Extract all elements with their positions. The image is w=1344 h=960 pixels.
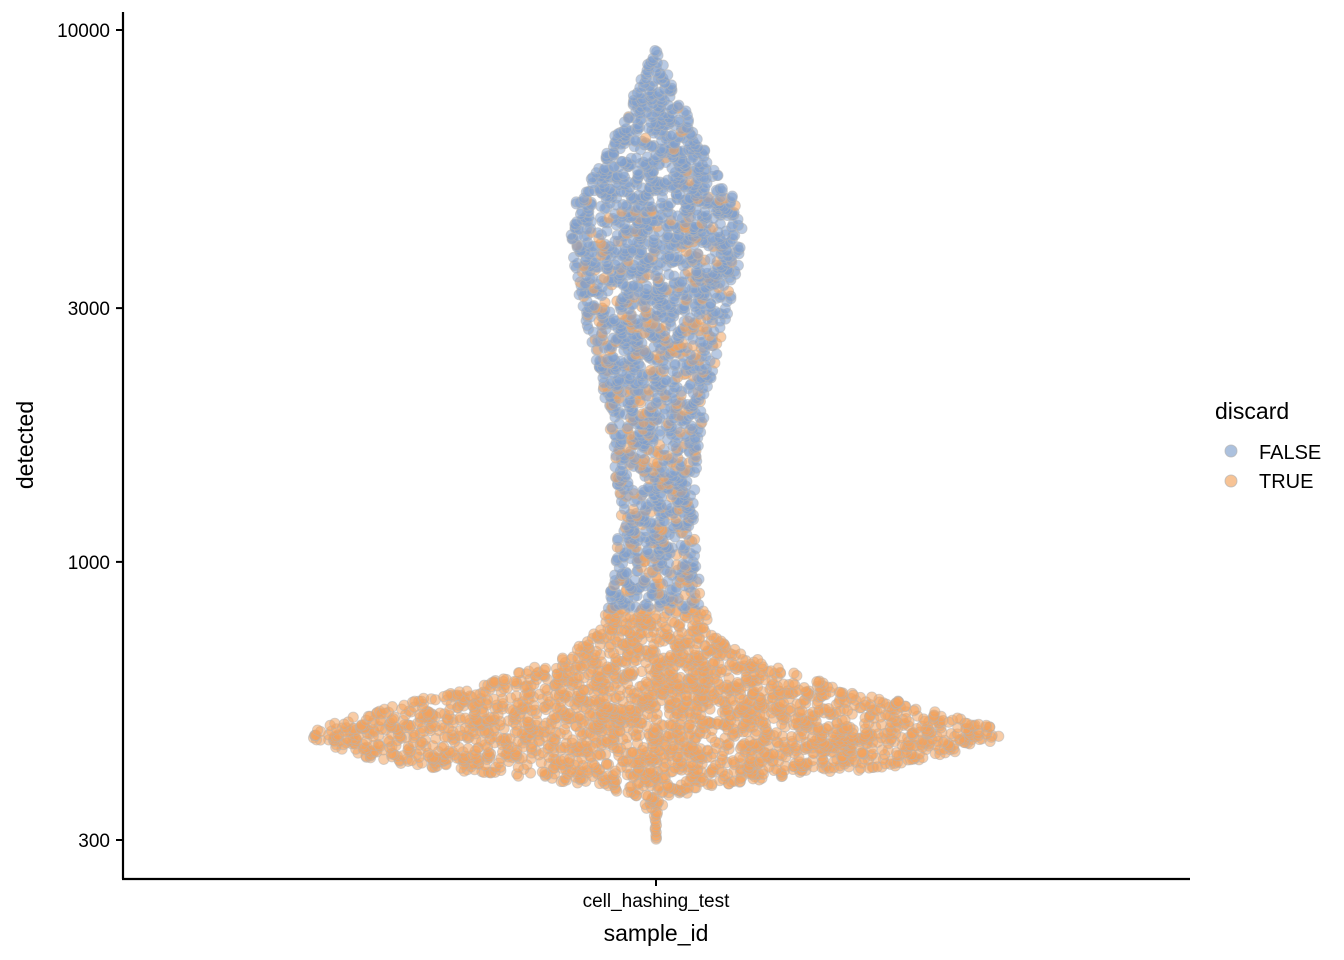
data-point xyxy=(461,685,473,697)
legend-label-false: FALSE xyxy=(1259,442,1321,464)
legend: discard FALSE TRUE xyxy=(1215,398,1321,493)
y-tick-label: 300 xyxy=(78,831,110,852)
data-point xyxy=(629,135,641,147)
data-point xyxy=(785,731,798,743)
data-point xyxy=(716,182,728,195)
data-point xyxy=(847,689,860,701)
data-point xyxy=(649,44,661,57)
data-point xyxy=(590,354,603,366)
data-point xyxy=(772,662,784,674)
data-point xyxy=(834,686,847,699)
x-tick-label: cell_hashing_test xyxy=(583,891,731,912)
data-point xyxy=(442,689,454,701)
data-point xyxy=(488,676,500,688)
data-point xyxy=(692,248,704,260)
data-point xyxy=(788,667,800,679)
x-axis-title: sample_id xyxy=(604,920,709,946)
data-point xyxy=(347,711,359,723)
data-point xyxy=(329,717,341,730)
data-point xyxy=(438,741,450,753)
data-point xyxy=(556,652,569,664)
y-axis-ticks: 300 1000 3000 10000 xyxy=(57,21,123,852)
data-point xyxy=(972,718,985,731)
data-point xyxy=(734,242,746,254)
y-tick-label: 10000 xyxy=(57,21,110,42)
data-point xyxy=(539,683,551,695)
data-point xyxy=(528,661,541,674)
data-point xyxy=(798,682,810,694)
data-point xyxy=(497,673,510,685)
y-tick-label: 1000 xyxy=(68,553,110,574)
data-point xyxy=(693,587,706,600)
data-point xyxy=(673,99,685,111)
data-point xyxy=(539,662,552,675)
data-point xyxy=(811,676,823,688)
data-point xyxy=(434,707,446,719)
data-point xyxy=(866,691,878,703)
data-point xyxy=(726,190,738,202)
data-point xyxy=(644,364,657,377)
data-point xyxy=(600,758,613,771)
data-points xyxy=(307,44,1005,845)
data-point xyxy=(712,716,724,728)
legend-key-true xyxy=(1224,474,1238,488)
data-point xyxy=(595,624,607,636)
data-point xyxy=(513,667,525,679)
y-tick-label: 3000 xyxy=(68,299,110,320)
data-point xyxy=(386,701,398,713)
data-point xyxy=(752,653,764,666)
legend-label-true: TRUE xyxy=(1259,471,1313,493)
legend-title: discard xyxy=(1215,398,1289,424)
data-point xyxy=(929,706,941,718)
data-point xyxy=(892,696,904,708)
legend-key-false xyxy=(1224,444,1238,458)
y-axis-title: detected xyxy=(12,401,38,489)
data-point xyxy=(311,724,324,736)
data-point xyxy=(951,712,964,724)
